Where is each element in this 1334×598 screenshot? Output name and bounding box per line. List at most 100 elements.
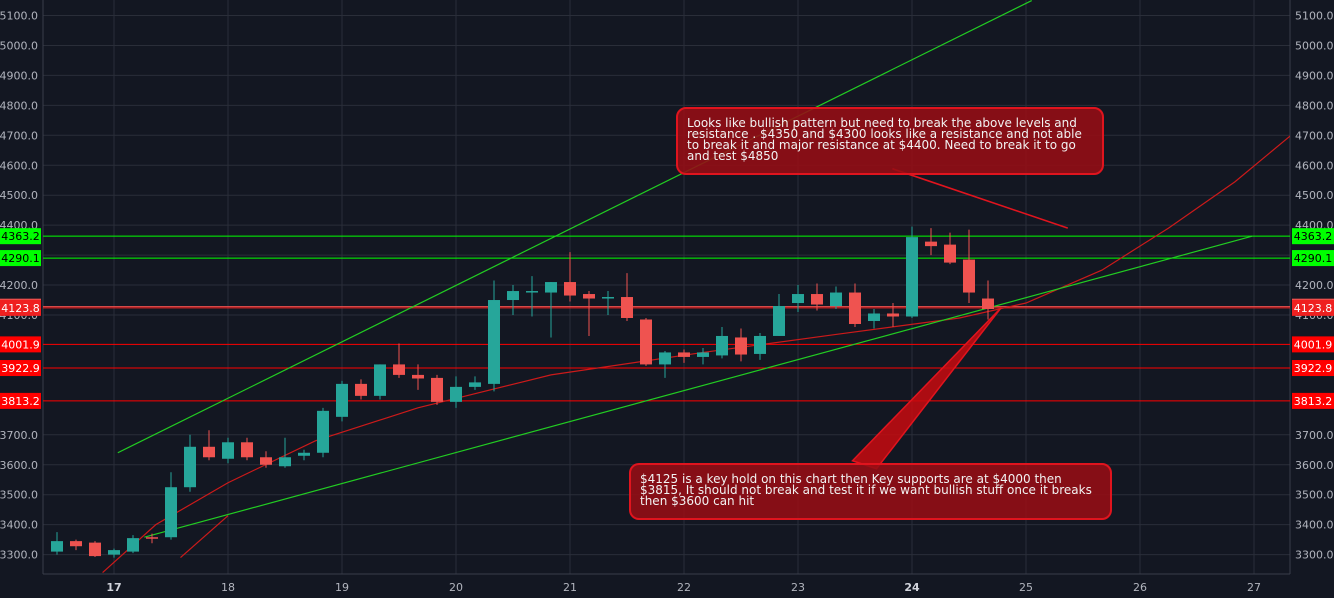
candle-body xyxy=(754,335,766,354)
candle-body xyxy=(545,282,557,293)
x-tick-label: 17 xyxy=(106,581,121,594)
candle-body xyxy=(203,446,215,458)
candle xyxy=(754,332,766,360)
candle-body xyxy=(222,442,234,459)
candle xyxy=(925,228,937,256)
candle-body xyxy=(735,337,747,355)
candle xyxy=(621,273,633,321)
price-tag-label: 3922.9 xyxy=(1294,362,1333,375)
candle xyxy=(70,539,82,551)
y-tick-label-left: 3700.0 xyxy=(0,429,38,442)
candle-body xyxy=(982,298,994,310)
candle-body xyxy=(431,377,443,402)
candle xyxy=(298,449,310,461)
y-tick-label-right: 3500.0 xyxy=(1295,489,1334,502)
candle xyxy=(146,533,158,544)
candle xyxy=(89,541,101,557)
support-annotation[interactable]: $4125 is a key hold on this chart then K… xyxy=(629,463,1112,520)
candle-body xyxy=(393,364,405,375)
candle xyxy=(450,376,462,408)
candle xyxy=(583,291,595,336)
price-tag-left xyxy=(0,250,41,267)
trend-line xyxy=(180,515,229,559)
candle-body xyxy=(906,237,918,317)
candle xyxy=(716,326,728,359)
price-tag-label: 4290.1 xyxy=(1,252,40,265)
x-tick-label: 25 xyxy=(1019,581,1033,594)
candle xyxy=(887,303,899,327)
y-tick-label-right: 3600.0 xyxy=(1295,459,1334,472)
candle xyxy=(279,437,291,468)
candle-body xyxy=(89,542,101,557)
price-tag-right xyxy=(1292,299,1334,316)
y-tick-label-right: 4900.0 xyxy=(1295,69,1334,82)
candle-body xyxy=(944,244,956,263)
candle xyxy=(830,286,842,310)
x-tick-label: 19 xyxy=(335,581,349,594)
candle-body xyxy=(374,364,386,396)
candle-body xyxy=(697,352,709,357)
candle-body xyxy=(184,446,196,488)
candle-body xyxy=(868,313,880,321)
x-tick-label: 18 xyxy=(221,581,235,594)
candle-body xyxy=(716,335,728,356)
price-tag-right xyxy=(1292,228,1334,245)
plot-area xyxy=(43,0,1290,574)
price-tag-label: 4001.9 xyxy=(1294,338,1333,351)
price-tag-label: 4123.8 xyxy=(1294,302,1333,315)
resistance-annotation[interactable]: Looks like bullish pattern but need to b… xyxy=(676,107,1104,175)
price-tag-label: 4363.2 xyxy=(1294,230,1333,243)
candle-body xyxy=(640,319,652,365)
y-tick-label-right: 3300.0 xyxy=(1295,549,1334,562)
candle xyxy=(127,535,139,554)
candle xyxy=(963,229,975,304)
price-tag-left xyxy=(0,299,41,316)
candle-body xyxy=(279,457,291,467)
candle xyxy=(526,276,538,317)
ema-curve xyxy=(102,135,1290,574)
candle xyxy=(944,232,956,265)
candle xyxy=(659,350,671,378)
candle xyxy=(602,291,614,315)
price-tag-right xyxy=(1292,336,1334,353)
candle xyxy=(982,280,994,320)
candle-body xyxy=(925,241,937,247)
candle xyxy=(773,294,785,336)
candle-body xyxy=(963,259,975,293)
price-tag-label: 4123.8 xyxy=(1,302,40,315)
price-tag-label: 3813.2 xyxy=(1,395,40,408)
price-tag-right xyxy=(1292,250,1334,267)
candle-body xyxy=(507,291,519,301)
candle-body xyxy=(317,410,329,453)
candle-body xyxy=(583,294,595,299)
candle xyxy=(697,347,709,365)
x-tick-label: 27 xyxy=(1247,581,1261,594)
y-tick-label-left: 4600.0 xyxy=(0,159,38,172)
candle-body xyxy=(127,538,139,552)
candle-body xyxy=(849,292,861,324)
candle-body xyxy=(450,386,462,402)
y-tick-label-left: 5000.0 xyxy=(0,39,38,52)
price-tag-label: 4363.2 xyxy=(1,230,40,243)
trend-line xyxy=(144,235,1253,538)
y-tick-label-right: 4800.0 xyxy=(1295,99,1334,112)
candle xyxy=(51,532,63,555)
candle-body xyxy=(260,457,272,465)
candle-body xyxy=(469,382,481,387)
price-tag-right xyxy=(1292,392,1334,409)
candle xyxy=(393,343,405,378)
candle xyxy=(184,434,196,492)
price-tag-label: 4290.1 xyxy=(1294,252,1333,265)
trend-line xyxy=(117,0,1032,454)
price-tag-left xyxy=(0,228,41,245)
candle xyxy=(317,407,329,458)
candle xyxy=(868,309,880,329)
candle xyxy=(906,226,918,318)
candle-body xyxy=(108,550,120,555)
x-tick-label: 24 xyxy=(904,581,920,594)
price-tag-left xyxy=(0,336,41,353)
x-tick-label: 20 xyxy=(449,581,463,594)
x-tick-label: 21 xyxy=(563,581,577,594)
candle xyxy=(488,280,500,392)
